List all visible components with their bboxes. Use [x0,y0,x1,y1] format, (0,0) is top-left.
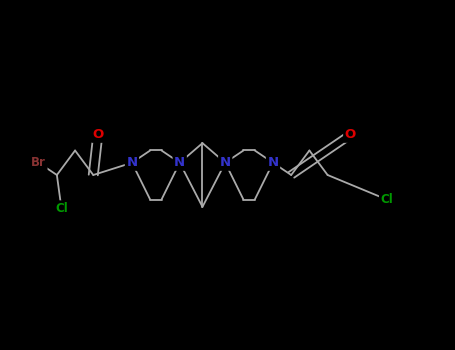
Text: O: O [92,128,103,141]
Text: N: N [126,156,137,169]
Text: N: N [220,156,231,169]
Text: Br: Br [31,156,46,169]
Text: O: O [345,128,356,141]
Text: N: N [174,156,185,169]
Text: Cl: Cl [380,193,393,206]
Text: Cl: Cl [55,202,68,215]
Text: N: N [268,156,278,169]
